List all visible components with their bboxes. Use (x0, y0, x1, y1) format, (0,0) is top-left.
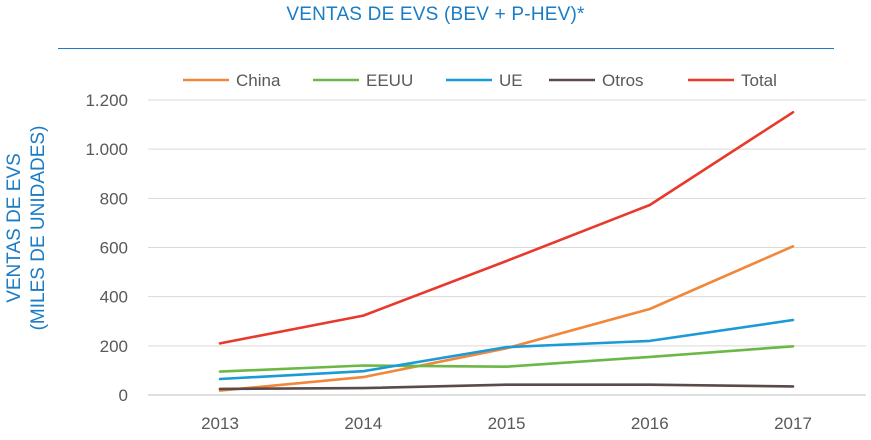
y-tick-label: 0 (119, 386, 128, 405)
legend-label-eeuu: EEUU (366, 71, 413, 90)
x-tick-label: 2013 (201, 414, 239, 433)
legend-label-total: Total (741, 71, 777, 90)
gridlines (148, 99, 866, 347)
x-tick-label: 2014 (344, 414, 382, 433)
legend: China EEUU UE Otros Total (183, 71, 777, 90)
axes: 0 200 400 600 800 1.000 1.200 2013 2014 2015 2016 2… (85, 91, 866, 433)
y-tick-label: 1.200 (85, 91, 128, 110)
y-axis-label: VENTAS DE EVS (MILES DE UNIDADES) (4, 126, 49, 331)
legend-label-otros: Otros (602, 71, 644, 90)
title-divider (58, 48, 834, 49)
y-axis-title: VENTAS DE EVS (MILES DE UNIDADES) (4, 126, 49, 331)
series-line-total (218, 111, 795, 345)
y-tick-label: 1.000 (85, 140, 128, 159)
y-tick-label: 800 (100, 189, 128, 208)
series-lines (218, 111, 795, 392)
y-axis-title-line: (MILES DE UNIDADES) (28, 126, 49, 331)
x-tick-label: 2017 (774, 414, 812, 433)
legend-label-ue: UE (499, 71, 523, 90)
x-tick-label: 2015 (488, 414, 526, 433)
series-line-eeuu (218, 344, 795, 373)
x-tick-label: 2016 (631, 414, 669, 433)
y-axis-title-line: VENTAS DE EVS (4, 153, 25, 303)
y-tick-label: 600 (100, 239, 128, 258)
y-tick-label: 200 (100, 337, 128, 356)
series-line-ue (218, 318, 795, 381)
y-tick-label: 400 (100, 288, 128, 307)
legend-label-china: China (236, 71, 281, 90)
chart-title: VENTAS DE EVS (BEV + P-HEV)* (286, 4, 585, 25)
series-line-otros (218, 383, 795, 391)
